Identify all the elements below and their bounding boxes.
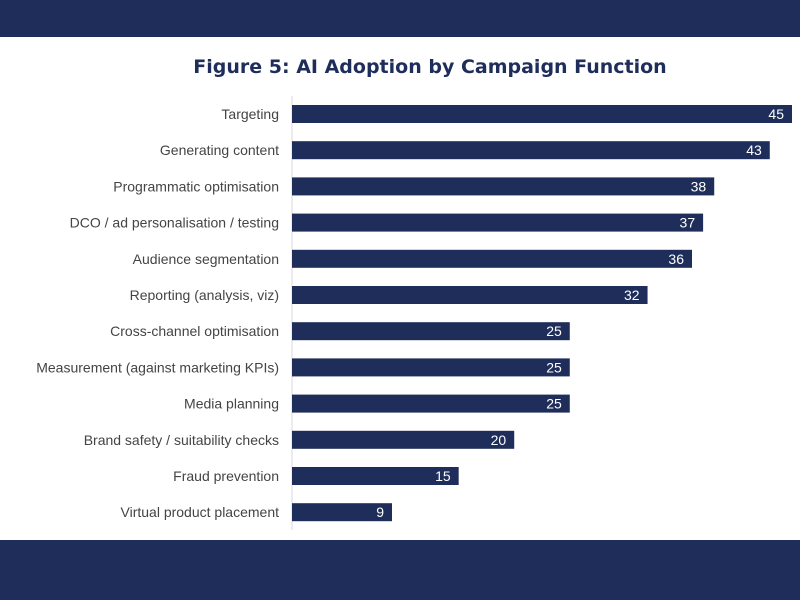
data-label: 25 — [546, 323, 562, 339]
data-label: 36 — [668, 251, 684, 267]
bar — [292, 213, 704, 232]
data-label: 45 — [768, 106, 784, 122]
bar — [292, 105, 792, 123]
category-label: Generating content — [160, 142, 279, 158]
bottom-banner — [0, 540, 800, 600]
bar — [292, 503, 392, 522]
bar — [292, 430, 515, 449]
data-label: 20 — [491, 432, 507, 448]
data-label: 9 — [376, 504, 384, 520]
category-label: Cross-channel optimisation — [110, 323, 279, 339]
bar — [292, 394, 570, 413]
category-label: Measurement (against marketing KPIs) — [36, 359, 279, 375]
chart-title: Figure 5: AI Adoption by Campaign Functi… — [193, 56, 667, 78]
bar — [292, 358, 570, 377]
category-label: Programmatic optimisation — [113, 178, 279, 194]
data-label: 25 — [546, 359, 562, 375]
category-label: Virtual product placement — [121, 504, 280, 520]
data-label: 37 — [680, 215, 696, 231]
bar — [292, 322, 570, 341]
bar — [292, 286, 648, 304]
category-label: DCO / ad personalisation / testing — [70, 215, 279, 231]
category-label: Fraud prevention — [173, 468, 279, 484]
category-label: Targeting — [221, 106, 279, 122]
category-label: Audience segmentation — [133, 251, 279, 267]
category-label: Brand safety / suitability checks — [84, 432, 279, 448]
bar — [292, 177, 715, 196]
data-label: 25 — [546, 396, 562, 412]
bar — [292, 249, 692, 268]
data-label: 43 — [746, 142, 762, 158]
data-label: 32 — [624, 287, 640, 303]
category-label: Reporting (analysis, viz) — [130, 287, 279, 303]
data-label: 38 — [691, 178, 707, 194]
data-label: 15 — [435, 468, 451, 484]
bar — [292, 141, 770, 160]
top-banner — [0, 0, 800, 37]
category-label: Media planning — [184, 396, 279, 412]
bar — [292, 467, 459, 485]
bars-group: Targeting 45 Generating content 43 Programma… — [36, 105, 792, 522]
